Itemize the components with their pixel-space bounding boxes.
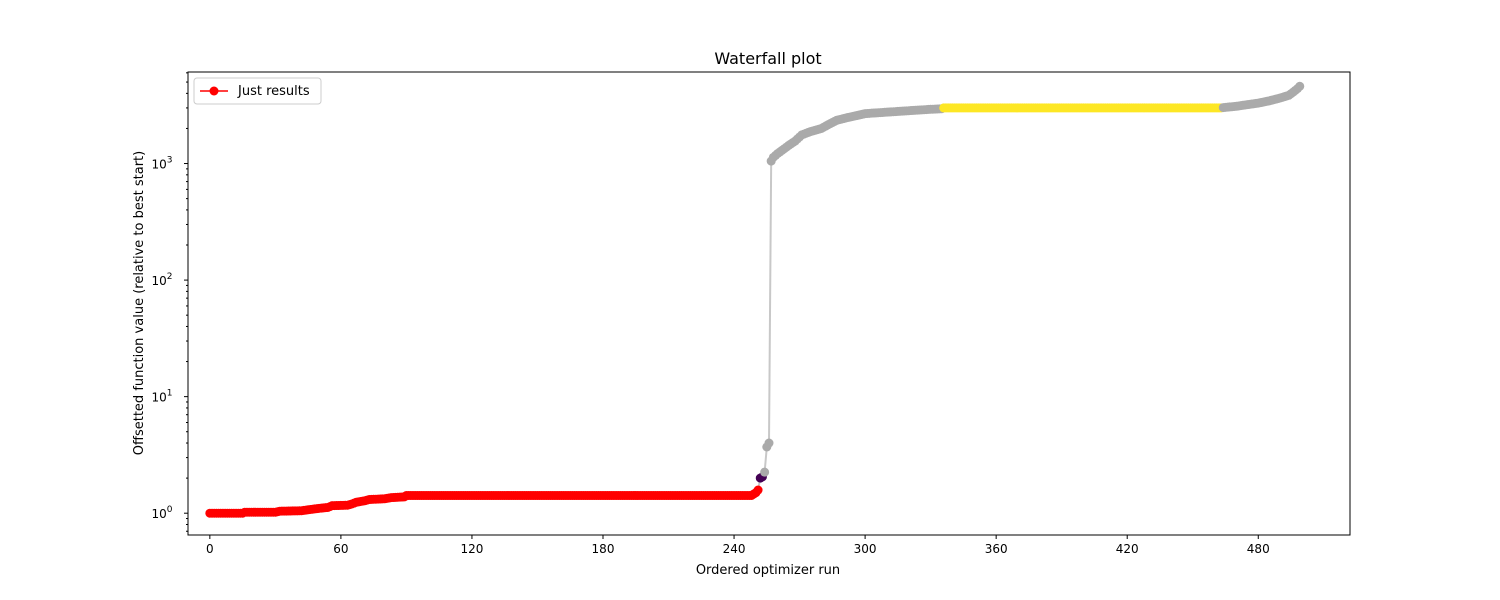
data-point	[760, 467, 770, 477]
y-axis: 100 101 102 103	[151, 72, 188, 532]
data-point	[753, 485, 763, 495]
data-point	[1295, 81, 1305, 91]
x-tick-label: 420	[1116, 542, 1139, 556]
chart-title: Waterfall plot	[714, 49, 821, 68]
x-tick-label: 300	[854, 542, 877, 556]
y-axis-label: Offsetted function value (relative to be…	[132, 151, 147, 455]
data-point	[764, 438, 774, 448]
legend-label-just-results: Just results	[237, 84, 310, 99]
x-tick-label: 480	[1247, 542, 1270, 556]
x-tick-label: 0	[206, 542, 214, 556]
y-tick-label: 101	[151, 389, 172, 405]
x-tick-label: 120	[460, 542, 483, 556]
x-tick-label: 180	[592, 542, 615, 556]
y-tick-label: 103	[151, 156, 172, 172]
y-tick-label: 100	[151, 505, 172, 521]
x-axis: 0 60 120 180 240 300 360 420 480	[206, 535, 1270, 556]
legend-frame	[193, 77, 322, 105]
x-axis-label: Ordered optimizer run	[696, 563, 840, 578]
plot-area	[205, 81, 1305, 518]
x-tick-label: 60	[333, 542, 348, 556]
x-tick-label: 240	[723, 542, 746, 556]
connecting-line	[209, 85, 1301, 515]
y-tick-label: 102	[151, 272, 172, 288]
series-5	[1218, 81, 1305, 113]
legend: Just results	[193, 77, 322, 105]
x-tick-label: 360	[985, 542, 1008, 556]
plot-frame	[187, 71, 1351, 536]
series-1	[205, 485, 763, 518]
legend-point-marker	[209, 86, 219, 96]
series-4	[939, 103, 1226, 113]
series-3	[760, 104, 947, 477]
